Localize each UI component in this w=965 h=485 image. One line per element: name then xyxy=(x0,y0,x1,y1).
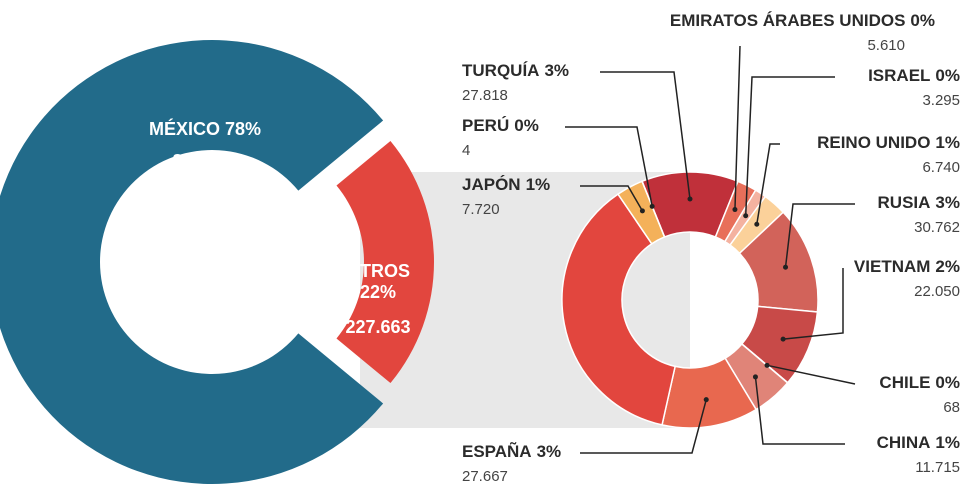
leader-line xyxy=(784,203,855,268)
slice-label: ISRAEL 0% xyxy=(868,66,960,85)
value-label: 27.667 xyxy=(462,468,508,485)
percent-label: 22% xyxy=(360,282,396,302)
leader-dot xyxy=(743,213,749,219)
leader-dot xyxy=(783,264,789,270)
slice-label: RUSIA 3% xyxy=(878,193,960,212)
category-name: RUSIA xyxy=(878,193,931,212)
leader-dot xyxy=(764,362,770,368)
leader-dot xyxy=(732,207,738,213)
leader-dot xyxy=(754,221,760,227)
category-name: CHINA xyxy=(877,433,931,452)
percent-label: 3% xyxy=(537,442,562,461)
percent-label: 3% xyxy=(544,61,569,80)
leader-dot xyxy=(703,397,709,403)
category-name: MÉXICO xyxy=(149,118,220,139)
leader-dot xyxy=(687,196,693,202)
leader-line xyxy=(766,364,856,385)
value-label: 6.740 xyxy=(922,159,960,176)
value-label: 5.610 xyxy=(867,37,905,54)
category-name: OTROS xyxy=(346,261,410,281)
category-name: EMIRATOS ÁRABES UNIDOS xyxy=(670,11,906,30)
slice-label: CHINA 1% xyxy=(877,433,960,452)
leader-dot xyxy=(649,203,655,209)
percent-label: 0% xyxy=(935,373,960,392)
leader-dot xyxy=(780,336,786,342)
category-name: JAPÓN xyxy=(462,175,521,194)
slice-label: REINO UNIDO 1% xyxy=(817,133,960,152)
leader-line xyxy=(580,185,644,212)
percent-label: 1% xyxy=(935,433,960,452)
value-label: 22.050 xyxy=(914,283,960,300)
category-name: CHILE xyxy=(879,373,930,392)
percent-label: 0% xyxy=(514,116,539,135)
percent-label: 1% xyxy=(526,175,551,194)
category-name: TURQUÍA xyxy=(462,61,539,80)
value-label: 227.663 xyxy=(345,317,410,337)
leader-dot xyxy=(752,374,758,380)
donut-slice xyxy=(0,40,384,484)
leader-line xyxy=(783,268,844,340)
donut-slice xyxy=(641,180,666,238)
slice-label: VIETNAM 2% xyxy=(854,257,960,276)
value-label: 3.295 xyxy=(922,92,960,109)
value-label: 7.720 xyxy=(462,201,500,218)
slice-label: EMIRATOS ÁRABES UNIDOS 0% xyxy=(670,11,935,30)
donut-slice xyxy=(336,140,435,384)
value-label: 27.818 xyxy=(462,87,508,104)
category-name: REINO UNIDO xyxy=(817,133,930,152)
percent-label: 3% xyxy=(935,193,960,212)
category-name: VIETNAM xyxy=(854,257,931,276)
percent-label: 2% xyxy=(935,257,960,276)
percent-label: 1% xyxy=(935,133,960,152)
leader-line xyxy=(600,71,691,200)
value-label: 807.739 xyxy=(172,151,237,171)
category-name: ISRAEL xyxy=(868,66,930,85)
leader-line xyxy=(744,76,835,216)
leader-dot xyxy=(639,208,645,214)
slice-label: PERÚ 0% xyxy=(462,116,539,135)
value-label: 4 xyxy=(462,142,470,159)
leader-line xyxy=(754,376,845,445)
value-label: 30.762 xyxy=(914,219,960,236)
leader-line xyxy=(756,143,780,225)
slice-label: MÉXICO 78% xyxy=(149,118,261,139)
value-label: 11.715 xyxy=(915,459,960,476)
slice-label: ESPAÑA 3% xyxy=(462,441,561,461)
percent-label: 0% xyxy=(935,66,960,85)
value-label: 68 xyxy=(943,399,960,416)
slice-label: JAPÓN 1% xyxy=(462,175,550,194)
category-name: ESPAÑA xyxy=(462,441,532,461)
slice-label: CHILE 0% xyxy=(879,373,960,392)
category-name: PERÚ xyxy=(462,116,509,135)
slice-label: TURQUÍA 3% xyxy=(462,61,569,80)
leader-line xyxy=(580,399,707,454)
percent-label: 78% xyxy=(225,119,261,139)
leader-line xyxy=(565,126,653,207)
percent-label: 0% xyxy=(910,11,935,30)
leader-line xyxy=(734,45,741,210)
donut-slice xyxy=(561,193,677,426)
